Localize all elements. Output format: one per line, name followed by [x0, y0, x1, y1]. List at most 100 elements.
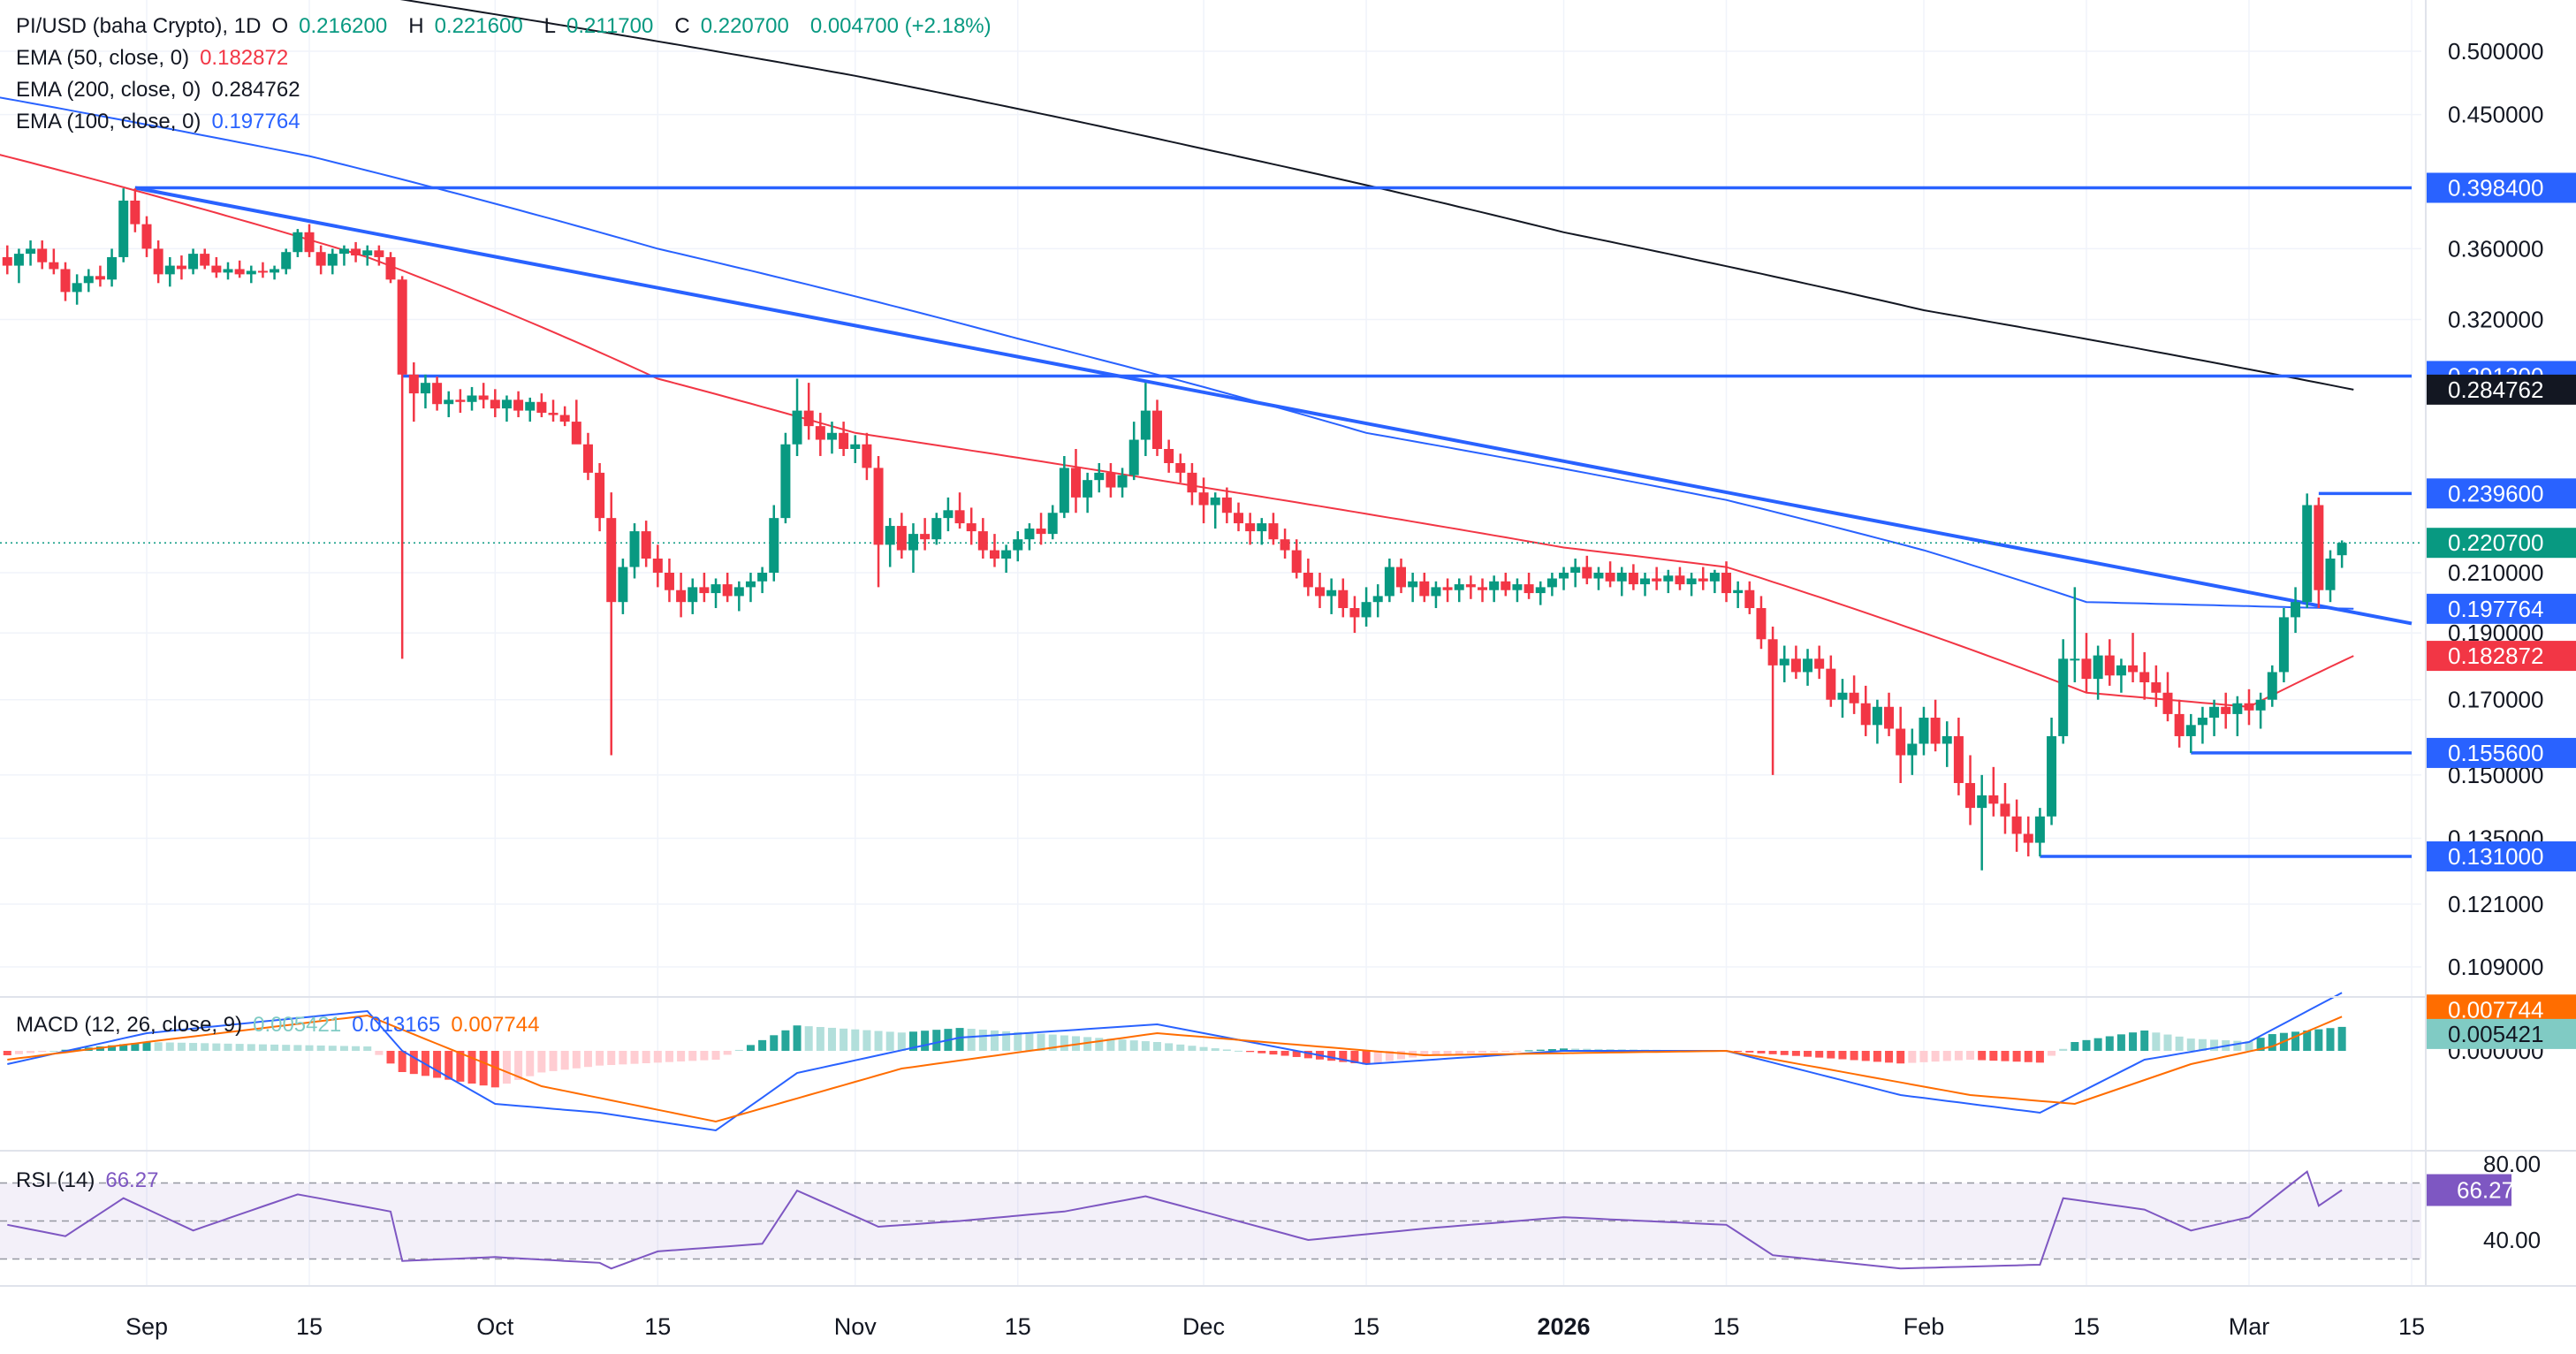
candle-body [397, 279, 407, 375]
candle-body [1884, 706, 1895, 729]
macd-histogram-bar [1327, 1051, 1336, 1061]
candle-body [234, 269, 245, 275]
rsi-legend[interactable]: RSI (14) 66.27 [16, 1168, 159, 1192]
candle-body [1512, 584, 1523, 590]
candle-body [130, 200, 141, 224]
macd-histogram-bar [560, 1051, 569, 1070]
candle-body [385, 256, 396, 280]
macd-histogram-bar [270, 1044, 279, 1051]
candle-body [920, 534, 931, 540]
candle-body [223, 269, 233, 273]
candle-body [1361, 602, 1372, 618]
macd-histogram-bar [874, 1031, 883, 1051]
symbol-name[interactable]: PI/USD (baha Crypto), 1D [16, 14, 262, 38]
macd-histogram-bar [1560, 1048, 1569, 1051]
candle-body [1478, 587, 1488, 590]
price-axis-tick: 0.450000 [2448, 102, 2543, 128]
macd-histogram-bar [2337, 1026, 2346, 1051]
time-axis-label: Feb [1904, 1313, 1945, 1340]
candle-body [977, 531, 988, 551]
macd-legend[interactable]: MACD (12, 26, close, 9) 0.005421 0.013165 0… [16, 1013, 540, 1037]
candle-body [141, 224, 152, 249]
candle-body [374, 250, 384, 257]
macd-histogram-bar [142, 1042, 151, 1051]
macd-histogram-bar [2326, 1028, 2335, 1051]
candle-body [2337, 543, 2347, 556]
candle-body [351, 248, 361, 256]
candle-body [1559, 573, 1569, 579]
candle-body [2, 256, 12, 266]
price-label-box [2427, 593, 2576, 624]
ema100-value: 0.197764 [211, 110, 300, 133]
macd-histogram-bar [49, 1051, 58, 1052]
macd-histogram-bar [711, 1051, 720, 1060]
candle-body [2151, 682, 2162, 693]
candle-body [815, 426, 825, 440]
macd-histogram-bar [526, 1051, 535, 1076]
candle-body [490, 399, 500, 409]
candle-body [1001, 550, 1012, 559]
candle-body [1721, 573, 1732, 594]
price-label: 0.284762 [2448, 377, 2543, 403]
candle-body [1117, 475, 1128, 488]
macd-histogram-bar [1222, 1049, 1231, 1051]
time-axis-label: Oct [476, 1313, 514, 1340]
macd-histogram-bar [316, 1045, 325, 1051]
candle-body [989, 550, 999, 559]
candle-body [2139, 672, 2150, 683]
candle-body [1151, 410, 1162, 450]
macd-histogram-bar [1583, 1048, 1592, 1051]
candle-body [1187, 472, 1197, 493]
macd-histogram-bar [1571, 1048, 1580, 1051]
ema200-legend[interactable]: EMA (200, close, 0) 0.284762 [16, 78, 300, 102]
macd-histogram-bar [1734, 1051, 1743, 1052]
candle-body [1698, 578, 1708, 582]
macd-histogram-bar [2116, 1034, 2125, 1051]
macd-line [7, 992, 2343, 1132]
macd-histogram-bar [189, 1043, 198, 1051]
time-axis-label: 2026 [1537, 1313, 1590, 1340]
candle-body [2197, 718, 2207, 726]
descending-trendline [134, 186, 2413, 626]
ema100-legend[interactable]: EMA (100, close, 0) 0.197764 [16, 110, 300, 133]
candle-body [1442, 587, 1453, 590]
macd-histogram-bar [1129, 1040, 1138, 1051]
candle-body [595, 472, 605, 519]
macd-histogram-bar [1269, 1051, 1278, 1055]
price-pane [0, 0, 2421, 871]
macd-histogram-bar [1455, 1051, 1463, 1054]
macd-histogram-bar [1060, 1035, 1068, 1051]
macd-histogram-bar [1420, 1051, 1429, 1056]
macd-histogram-bar [1234, 1050, 1242, 1052]
macd-histogram-bar [1118, 1039, 1127, 1051]
candle-body [1652, 578, 1662, 582]
macd-histogram-bar [1989, 1051, 1998, 1061]
candle-body [176, 265, 186, 270]
macd-histogram-bar [2012, 1051, 2021, 1062]
macd-histogram-bar [583, 1051, 592, 1068]
macd-histogram-bar [2059, 1048, 2068, 1051]
macd-histogram-bar [445, 1051, 453, 1080]
macd-histogram-bar [1246, 1051, 1255, 1053]
macd-histogram-bar [1083, 1037, 1092, 1051]
macd-histogram-bar [955, 1028, 964, 1051]
candle-body [2058, 658, 2069, 736]
macd-label-box [2427, 1018, 2576, 1049]
macd-histogram-bar [1478, 1051, 1487, 1054]
candle-body [2267, 672, 2277, 700]
ema50-legend[interactable]: EMA (50, close, 0) 0.182872 [16, 46, 289, 70]
macd-histogram-bar [72, 1048, 81, 1051]
macd-histogram-bar [2035, 1051, 2044, 1063]
candle-body [1872, 706, 1882, 726]
macd-histogram-bar [1861, 1051, 1870, 1061]
candle-body [548, 413, 559, 415]
candle-body [1767, 639, 1778, 666]
candle-body [95, 276, 105, 280]
macd-histogram-bar [677, 1051, 686, 1061]
macd-histogram-bar [1594, 1048, 1603, 1051]
candle-body [966, 523, 976, 532]
ema200-line [399, 0, 2354, 391]
candle-body [536, 401, 547, 414]
macd-histogram-bar [1141, 1041, 1150, 1051]
